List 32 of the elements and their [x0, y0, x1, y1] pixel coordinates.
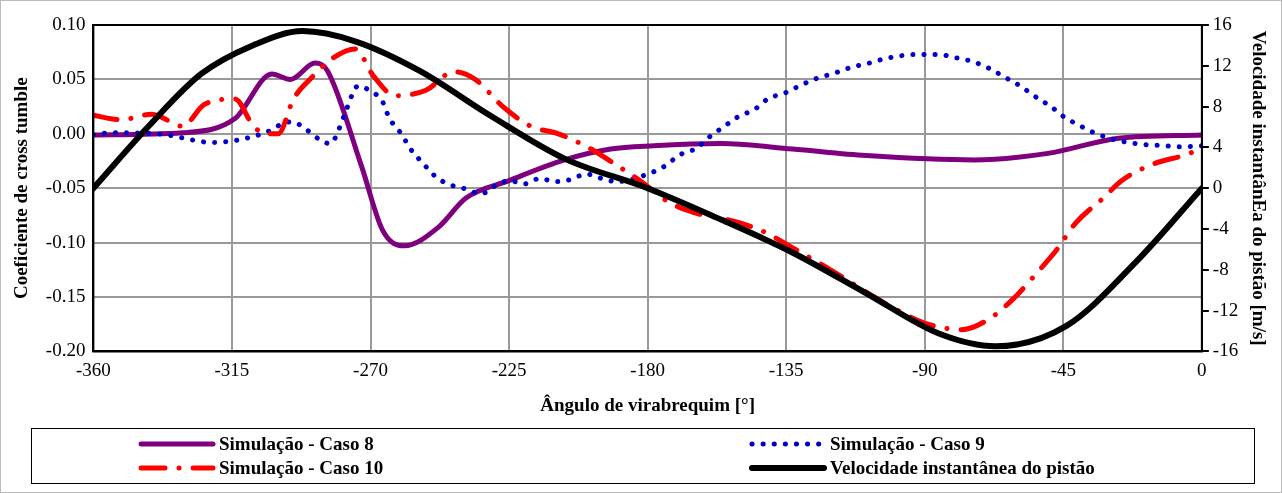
- y-tick-label: -0.15: [45, 284, 86, 306]
- x-axis-title: Ângulo de virabrequim [°]: [540, 393, 755, 415]
- y2-tick-label: 12: [1212, 53, 1232, 75]
- y2-tick-label: 0: [1212, 176, 1223, 198]
- y2-tick-label: -8: [1212, 257, 1229, 279]
- y-tick-label: -0.10: [45, 230, 86, 252]
- y2-tick-label: -16: [1212, 339, 1239, 361]
- legend-label: Simulação - Caso 9: [830, 433, 985, 455]
- x-tick-label: -270: [353, 358, 388, 380]
- legend-label: Velocidade instantânea do pistão: [830, 457, 1095, 479]
- x-tick-label: -360: [75, 358, 111, 380]
- y-axis-title: Coeficiente de cross tumble: [10, 77, 32, 300]
- y-tick-label: -0.05: [45, 176, 86, 198]
- x-tick-label: -225: [491, 358, 527, 380]
- y-tick-label: 0.05: [52, 67, 86, 89]
- legend-label: Simulação - Caso 8: [219, 433, 374, 455]
- x-tick-label: -135: [768, 358, 804, 380]
- legend-label: Simulação - Caso 10: [219, 457, 384, 479]
- y-tick-label: -0.20: [45, 339, 86, 361]
- x-tick-label: -180: [630, 358, 666, 380]
- x-tick-label: -45: [1050, 358, 1076, 380]
- y2-tick-label: 4: [1212, 135, 1223, 157]
- y2-axis-title: Velocidade instantânEa do pistão [m/s]: [1248, 30, 1270, 346]
- y2-tick-label: 16: [1212, 12, 1232, 34]
- y2-tick-label: -4: [1212, 216, 1230, 238]
- x-tick-label: -90: [912, 358, 938, 380]
- y-tick-label: 0.00: [52, 121, 86, 143]
- y2-tick-label: 8: [1212, 94, 1223, 116]
- x-tick-label: -315: [214, 358, 250, 380]
- y-tick-label: 0.10: [52, 12, 86, 34]
- x-tick-label: 0: [1197, 358, 1207, 380]
- y2-tick-label: -12: [1212, 298, 1239, 320]
